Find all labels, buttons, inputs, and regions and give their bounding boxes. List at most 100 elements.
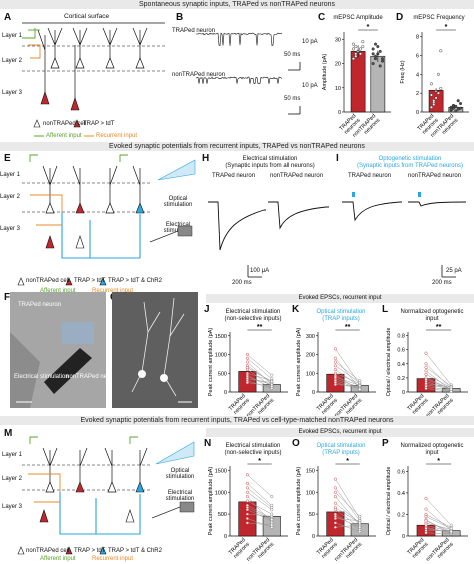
i-nontraped-label: nonTRAPed neuron <box>408 173 462 179</box>
d-title: mEPSC Frequency <box>413 15 465 21</box>
point-c <box>371 47 375 51</box>
pair-point-n <box>270 506 274 510</box>
y-tick-label-c: 20 <box>335 62 341 68</box>
section-title-1: Spontaneous synaptic inputs, TRAPed vs n… <box>139 0 335 8</box>
pair-line-l <box>425 379 452 390</box>
pair-line-j <box>247 378 272 383</box>
y-label-d: Freq (Hz) <box>400 60 406 83</box>
pair-point-o <box>333 514 337 518</box>
point-d <box>432 102 436 106</box>
h-nontraped-label: nonTRAPed neuron <box>270 173 324 179</box>
pair-point-k <box>333 360 337 364</box>
y-tick-label-l: 0.8 <box>397 334 405 340</box>
legend-m-nontraped: nonTRAPed cell <box>26 548 70 554</box>
legend-a-recurrent: Recurrent input <box>96 133 138 139</box>
sig-star-p: * <box>437 458 440 465</box>
y-tick-label-c: 30 <box>335 37 341 43</box>
b-scale-y-2: 10 pA <box>302 83 318 89</box>
pair-line-j <box>247 367 272 382</box>
pair-point-l <box>424 369 428 373</box>
m-optical-label: Optical stimulation <box>165 468 195 481</box>
pair-point-n <box>245 499 249 503</box>
legend-a-nontraped: nonTRAPed cell <box>43 121 87 127</box>
n-title-1: Electrical stimulation <box>225 443 281 449</box>
pair-point-n <box>245 486 249 490</box>
point-c <box>381 57 385 61</box>
y-tick-label-d: 0 <box>416 110 419 116</box>
o-title-2: (TRAP inputs) <box>322 450 360 456</box>
point-c <box>373 57 377 61</box>
pair-line-o <box>335 509 360 528</box>
pair-line-o <box>335 478 360 519</box>
p-title-1: Normalized optogenetic <box>400 443 464 449</box>
legend-m-afferent: Afferent input <box>40 556 76 562</box>
y-tick-label-c: 10 <box>335 86 341 92</box>
pair-point-o <box>333 506 337 510</box>
point-d <box>439 86 443 90</box>
pair-line-o <box>335 492 360 517</box>
point-d <box>459 106 463 110</box>
pair-point-l <box>424 377 428 381</box>
legend-e-chr2: TRAP > tdT & ChR2 <box>108 278 162 284</box>
point-c <box>373 54 377 58</box>
y-tick-label-p: 0.4 <box>397 491 405 497</box>
point-d <box>439 49 443 53</box>
jkl-header: Evoked EPSCs, recurrent input <box>298 295 382 301</box>
y-tick-label-j: 1000 <box>215 353 227 359</box>
pair-point-p <box>424 507 428 511</box>
i-traped-label: TRAPed neuron <box>348 173 392 179</box>
micrograph-g <box>112 292 198 408</box>
pair-point-o <box>358 525 362 529</box>
schematic-m <box>17 436 195 555</box>
y-tick-label-d: 8 <box>416 35 419 41</box>
e-layer-1: Layer 1 <box>0 172 21 178</box>
pair-point-k <box>333 368 337 372</box>
panel-label-b: B <box>176 12 184 23</box>
pair-point-l <box>424 351 428 355</box>
pair-point-n <box>245 495 249 499</box>
pair-point-p <box>424 515 428 519</box>
chart-p: 0 0.2 0.4 0.6 Optical / electrical amplitude… <box>386 458 468 563</box>
pair-point-j <box>245 356 249 360</box>
pair-point-o <box>333 486 337 490</box>
h-traces <box>208 201 329 278</box>
i-title-1: Optogenetic stimulation <box>378 156 442 162</box>
point-c <box>376 45 380 49</box>
y-tick-label-d: 4 <box>416 72 419 78</box>
schematic-e <box>17 154 196 286</box>
pair-point-j <box>270 380 274 384</box>
pair-point-n <box>245 490 249 494</box>
point-d <box>449 107 453 111</box>
pair-point-k <box>333 383 337 387</box>
pair-line-j <box>247 382 272 387</box>
chart-l: 0 0.2 0.4 0.6 0.8 Optical / electrical amplit… <box>386 324 468 419</box>
point-c <box>381 59 385 63</box>
panel-label-a: A <box>4 12 12 23</box>
panel-label-k: K <box>292 304 300 315</box>
o-title-1: Optical stimulation <box>316 443 366 449</box>
pair-point-j <box>245 366 249 370</box>
pair-line-j <box>247 365 272 383</box>
point-c <box>371 62 375 66</box>
f-nontraped-label: nonTRAPed neuron <box>66 374 120 380</box>
pair-point-l <box>424 365 428 369</box>
h-traped-label: TRAPed neuron <box>212 173 256 179</box>
pair-point-n <box>270 517 274 521</box>
pair-line-j <box>247 354 272 376</box>
y-tick-label-j: 500 <box>218 371 227 377</box>
h-title-2: (Synaptic inputs from all neurons) <box>225 163 315 169</box>
point-c <box>351 57 355 61</box>
pair-point-o <box>333 490 337 494</box>
point-c <box>354 54 358 58</box>
point-d <box>459 102 463 106</box>
sig-star-o: * <box>346 458 349 465</box>
pair-line-n <box>247 513 272 517</box>
j-title-2: (non-selective inputs) <box>224 316 282 322</box>
pair-line-n <box>247 474 272 497</box>
y-label-c: Amplitude (pA) <box>322 54 328 91</box>
y-tick-label-j: 0 <box>224 390 227 396</box>
l-title-1: Normalized optogenetic <box>400 309 464 315</box>
pair-line-k <box>335 358 360 389</box>
